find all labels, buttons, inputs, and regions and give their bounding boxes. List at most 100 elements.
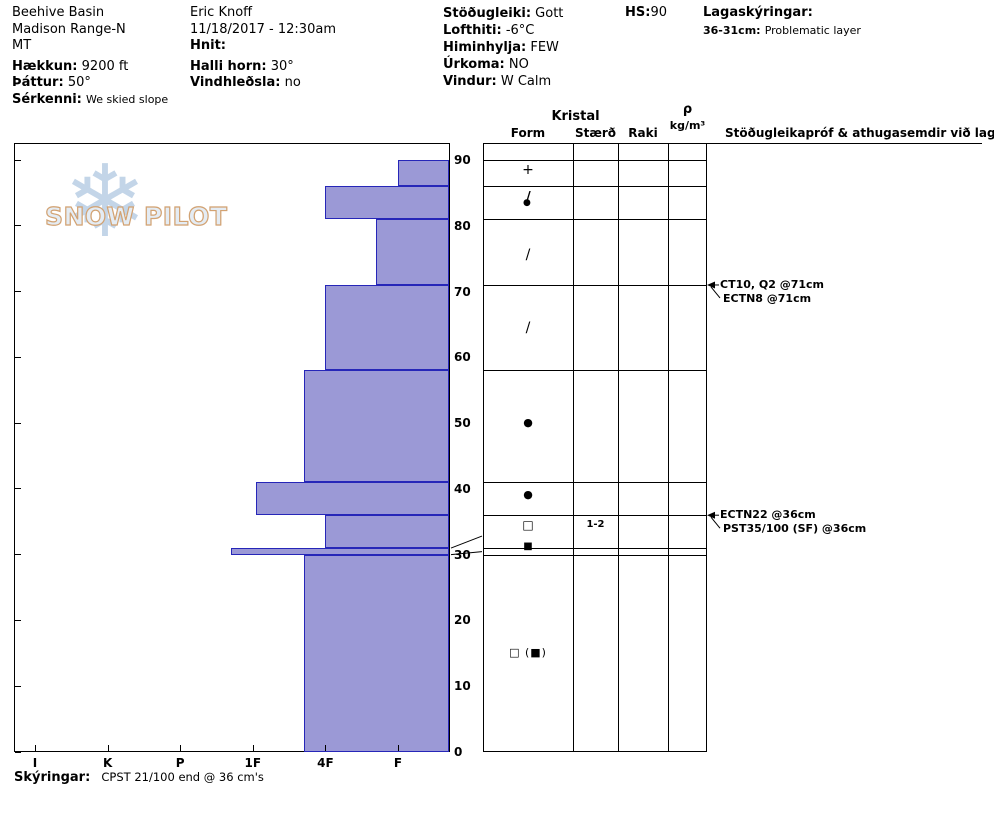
grain-form-symbol: ● [523, 416, 533, 430]
range-name: Madison Range-N [12, 21, 126, 37]
layer-boundary-line [483, 219, 707, 221]
depth-tick-label: 10 [454, 679, 471, 694]
coords-row: Hnit: [190, 38, 336, 55]
airtemp-label: Lofthiti: [443, 23, 502, 38]
snow-layer-bar [325, 186, 449, 220]
wind-loading-value: no [284, 75, 301, 90]
airtemp-value: -6°C [505, 23, 535, 38]
sky-row: Himinhylja: FEW [443, 39, 563, 56]
grain-columns-panel [483, 143, 707, 752]
site-notes-row: Sérkenni: We skied slope [12, 92, 168, 109]
precip-label: Úrkoma: [443, 57, 505, 72]
density-symbol-header: ρ [682, 102, 693, 117]
observation-datetime: 11/18/2017 - 12:30am [190, 21, 336, 37]
precip-row: Úrkoma: NO [443, 56, 563, 73]
snow-layer-bar [325, 515, 449, 549]
wind-label: Vindur: [443, 74, 497, 89]
snowflake-watermark-icon: ❄ [63, 143, 147, 260]
grain-size-value: 1-2 [586, 519, 605, 531]
hardness-tick-mark [107, 745, 109, 751]
column-divider-line [573, 143, 574, 752]
depth-tick-label: 40 [454, 481, 471, 496]
depth-tick-mark [15, 488, 21, 490]
site-notes-value: We skied slope [86, 92, 169, 106]
hardness-tick-label: I [32, 756, 38, 770]
grain-form-symbol: ● [523, 488, 533, 502]
depth-tick-mark [15, 291, 21, 293]
crystal-group-header: Kristal [551, 109, 600, 124]
hardness-tick-mark [325, 745, 327, 751]
slope-angle-value: 30° [270, 58, 294, 74]
hardness-tick-label: F [393, 756, 403, 770]
sky-label: Himinhylja: [443, 40, 527, 55]
wind-row: Vindur: W Calm [443, 73, 563, 90]
state-name: MT [12, 38, 32, 53]
snow-layer-bar [256, 482, 449, 516]
aspect-row: Þáttur: 50° [12, 75, 168, 92]
test-result-label: CT10, Q2 @71cm [720, 277, 825, 291]
aspect-value: 50° [67, 75, 91, 90]
aspect-label: Þáttur: [12, 75, 64, 90]
snow-layer-bar [376, 219, 449, 285]
stability-row: Stöðugleiki: Gott [443, 5, 563, 22]
hs-value: 90 [650, 5, 667, 20]
test-result-label: PST35/100 (SF) @36cm [723, 522, 867, 536]
footer-comments: Skýringar: CPST 21/100 end @ 36 cm's [14, 766, 264, 785]
snow-layer-bar [231, 548, 449, 555]
elevation-row: Hækkun: 9200 ft [12, 59, 168, 76]
snow-layer-bar [398, 160, 449, 187]
depth-tick-label: 60 [454, 350, 471, 365]
footer-label: Skýringar: [14, 770, 91, 785]
elevation-label: Hækkun: [12, 58, 78, 74]
grain-form-symbol: / [525, 319, 531, 336]
test-result-label: ECTN22 @36cm [720, 508, 816, 522]
layer-boundary-line [483, 186, 707, 188]
coords-label: Hnit: [190, 38, 227, 53]
layer-note-range: 36-31cm: [703, 23, 761, 37]
layer-boundary-line [483, 482, 707, 484]
layer-boundary-line [483, 548, 707, 550]
snow-height-block: HS:90 [625, 5, 667, 22]
snow-layer-bar [325, 284, 449, 371]
depth-tick-mark [15, 619, 21, 621]
hardness-tick-mark [398, 745, 399, 751]
hardness-tick-label: 4F [317, 756, 334, 770]
footer-text: CPST 21/100 end @ 36 cm's [101, 770, 264, 784]
stability-label: Stöðugleiki: [443, 6, 532, 21]
airtemp-row: Lofthiti: -6°C [443, 22, 563, 39]
precip-value: NO [508, 57, 529, 72]
hardness-tick-label: K [102, 756, 113, 770]
layer-notes-title: Lagaskýringar: [703, 5, 813, 20]
form-column-header: Form [510, 126, 546, 140]
elevation-value: 9200 ft [81, 58, 129, 74]
comments-column-header: Stöðugleikapróf & athugasemdir við lag [725, 126, 994, 140]
layer-boundary-line [483, 370, 707, 372]
depth-tick-label: 30 [454, 547, 471, 562]
slope-angle-row: Halli horn: 30° [190, 59, 336, 76]
comments-header-rule [707, 143, 982, 144]
grain-form-symbol: □ [522, 518, 534, 533]
snowpilot-logo-text: SNOW PILOT [44, 201, 228, 231]
depth-tick-label: 80 [454, 218, 471, 233]
observer-name: Eric Knoff [190, 5, 253, 20]
location-block: Beehive Basin Madison Range-N MT Hækkun:… [12, 5, 168, 108]
wind-loading-row: Vindhleðsla: no [190, 75, 336, 92]
grain-form-symbol: ● / [498, 190, 558, 208]
density-units-header: kg/m³ [669, 119, 706, 132]
grain-slash-glyph: / [526, 190, 531, 206]
grain-form-symbol: □ (■) [509, 646, 547, 660]
column-divider-line [668, 143, 669, 752]
depth-tick-mark [15, 685, 21, 687]
hardness-tick-label: 1F [244, 756, 262, 770]
depth-tick-mark [15, 751, 21, 753]
depth-tick-label: 90 [454, 153, 471, 167]
layer-boundary-line [483, 284, 707, 286]
sky-value: FEW [530, 40, 559, 55]
grain-dot-glyph: ● [523, 198, 531, 209]
hs-label: HS: [625, 5, 651, 20]
hardness-tick-label: P [175, 756, 185, 770]
grain-form-symbol: ■ [523, 540, 533, 552]
depth-tick-label: 70 [454, 284, 471, 299]
